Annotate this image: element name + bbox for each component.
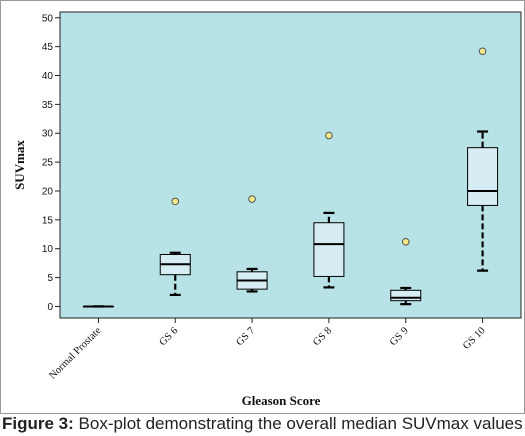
y-tick-label: 45 <box>42 42 54 53</box>
outlier-point <box>478 47 487 56</box>
box-group <box>467 47 499 272</box>
iqr-box <box>313 222 345 277</box>
y-axis: 0 5 10 15 20 25 30 35 40 45 50 <box>42 13 60 313</box>
x-tick-label: GS 7 <box>234 325 257 348</box>
y-tick-label: 0 <box>47 302 53 313</box>
y-tick-label: 50 <box>42 13 54 24</box>
x-axis: Normal Prostate GS 6 GS 7 GS 8 GS 9 GS 10 <box>47 318 488 382</box>
x-tick-label: GS 9 <box>388 325 411 348</box>
iqr-box <box>467 147 499 206</box>
box-group <box>82 305 114 308</box>
y-tick-label: 40 <box>42 71 54 82</box>
iqr-box <box>390 289 422 302</box>
y-tick-label: 5 <box>47 273 53 284</box>
figure-frame: 0 5 10 15 20 25 30 35 40 45 50 Normal Prostate GS 6… <box>0 0 525 414</box>
box-group <box>313 131 345 289</box>
figure-caption: Figure 3: Box-plot demonstrating the ove… <box>2 414 522 436</box>
outlier-point <box>325 131 333 140</box>
boxes <box>82 47 499 308</box>
x-axis-label: Gleason Score <box>242 393 321 408</box>
y-tick-label: 20 <box>42 186 54 197</box>
box-group <box>159 197 191 297</box>
box-plot-chart: 0 5 10 15 20 25 30 35 40 45 50 Normal Prostate GS 6… <box>12 11 522 408</box>
plot-area <box>59 11 522 319</box>
y-axis-label: SUVmax <box>12 140 27 190</box>
box-group <box>390 237 422 306</box>
x-tick-label: GS 10 <box>461 325 488 352</box>
outlier-point <box>171 197 180 206</box>
y-tick-label: 10 <box>42 244 54 255</box>
y-tick-label: 15 <box>42 215 54 226</box>
x-tick-label: Normal Prostate <box>47 325 103 381</box>
caption-text: Box-plot demonstrating the overall media… <box>73 414 522 433</box>
box-group <box>236 195 268 293</box>
caption-label: Figure 3: <box>2 414 74 433</box>
y-tick-label: 35 <box>42 100 54 111</box>
outlier-point <box>248 195 256 203</box>
y-tick-label: 25 <box>42 158 54 169</box>
y-tick-label: 30 <box>42 129 54 140</box>
x-tick-label: GS 6 <box>158 325 181 348</box>
outlier-point <box>401 237 410 246</box>
x-tick-label: GS 8 <box>311 325 334 348</box>
